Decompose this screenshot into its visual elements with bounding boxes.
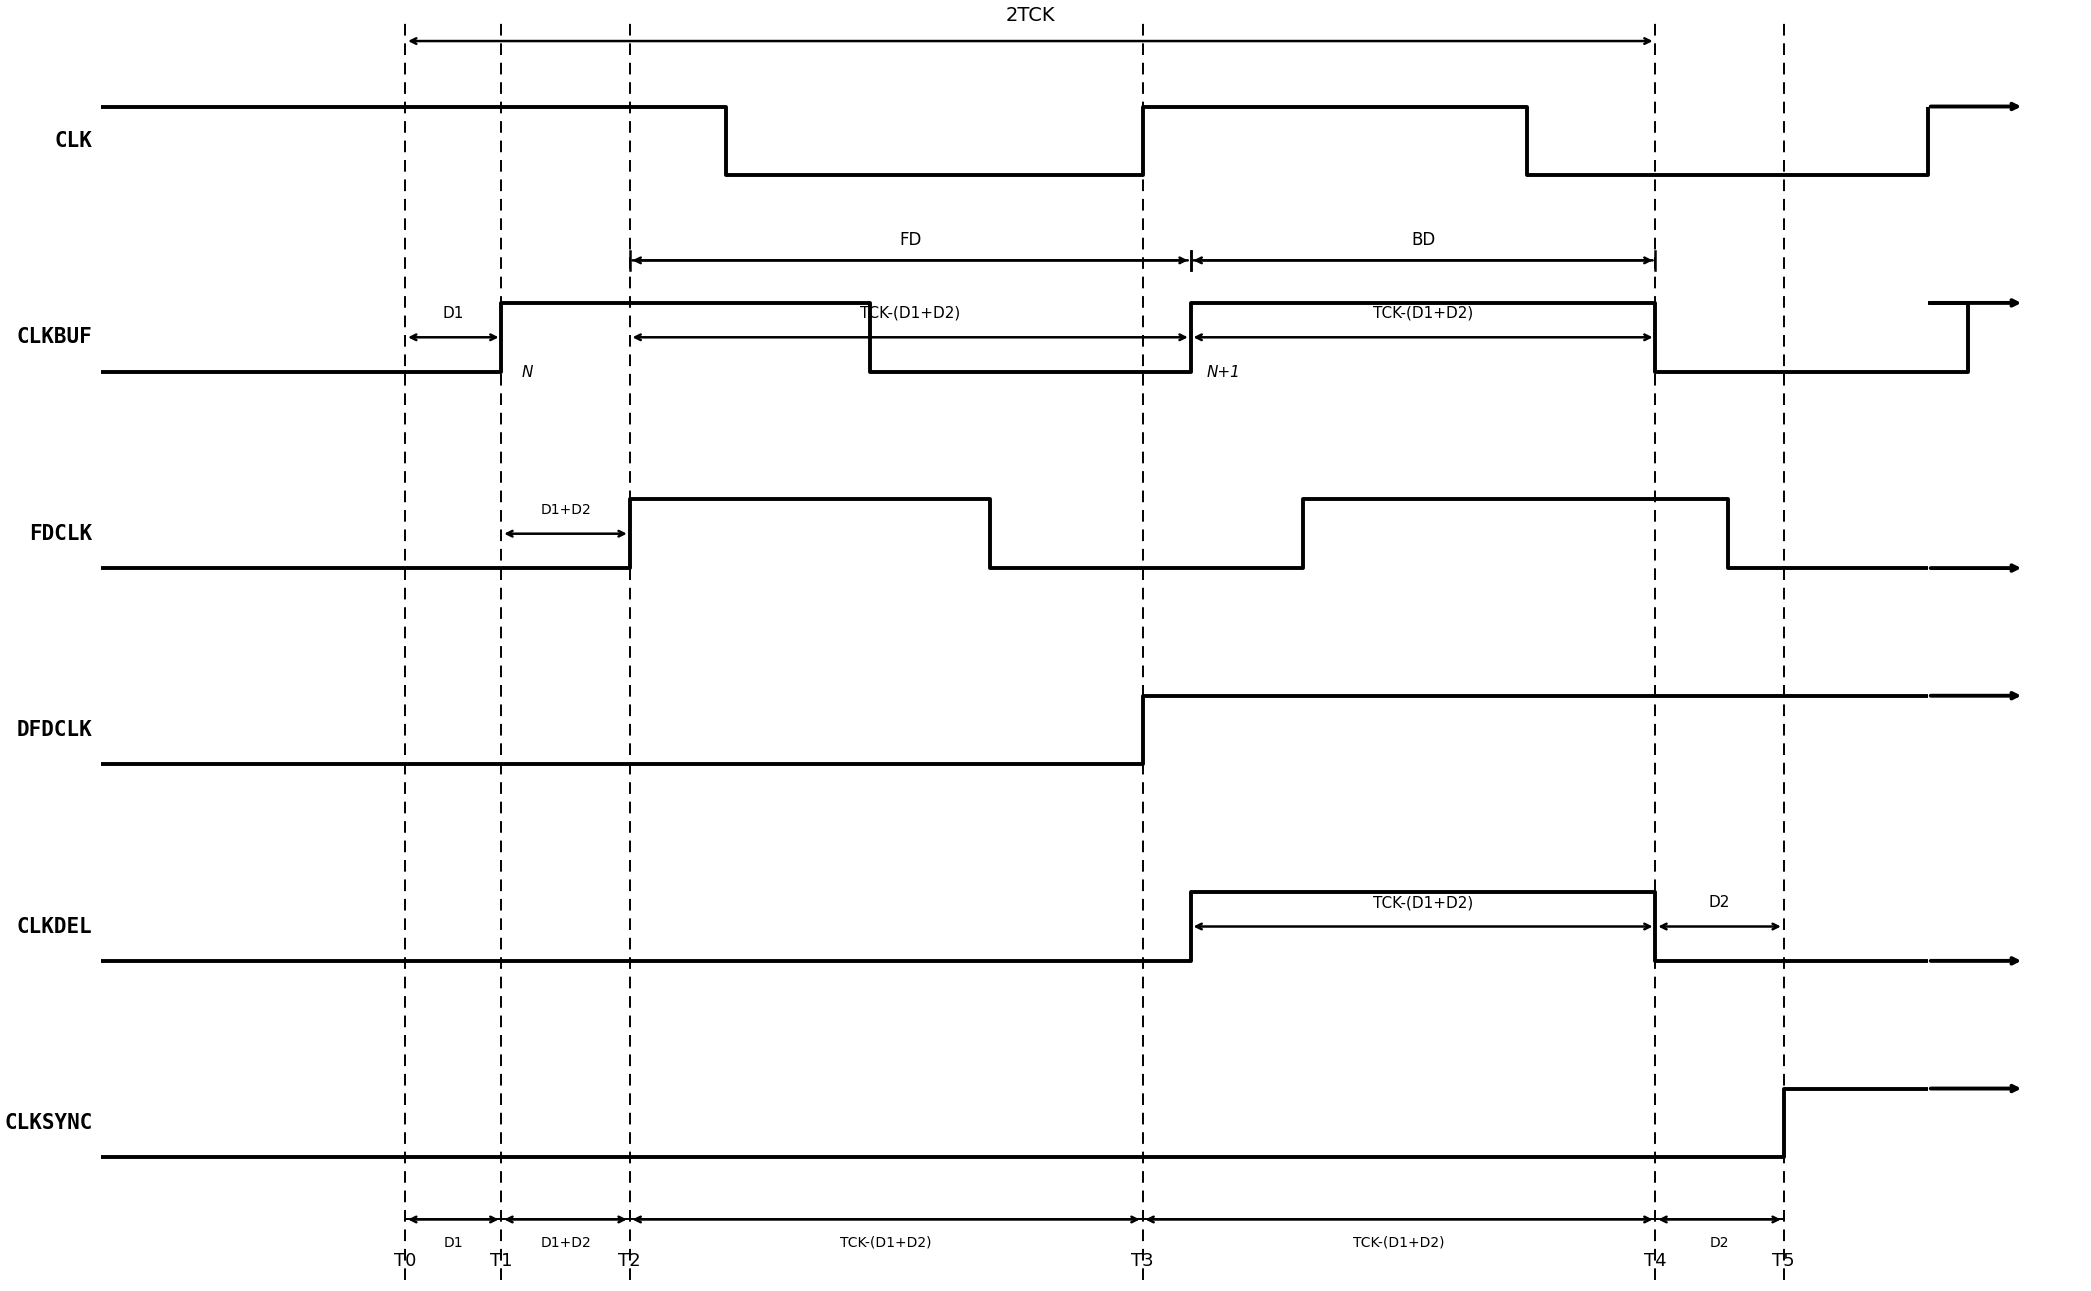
Text: DFDCLK: DFDCLK bbox=[17, 720, 92, 740]
Text: TCK-(D1+D2): TCK-(D1+D2) bbox=[1374, 895, 1474, 910]
Text: TCK-(D1+D2): TCK-(D1+D2) bbox=[841, 1235, 933, 1250]
Text: D1+D2: D1+D2 bbox=[539, 503, 592, 518]
Text: N+1: N+1 bbox=[1207, 365, 1240, 380]
Text: T5: T5 bbox=[1773, 1252, 1794, 1270]
Text: D1+D2: D1+D2 bbox=[539, 1235, 592, 1250]
Text: N: N bbox=[521, 365, 533, 380]
Text: D1: D1 bbox=[443, 306, 464, 321]
Text: T1: T1 bbox=[489, 1252, 512, 1270]
Text: TCK-(D1+D2): TCK-(D1+D2) bbox=[1374, 306, 1474, 321]
Text: D2: D2 bbox=[1710, 1235, 1729, 1250]
Text: CLK: CLK bbox=[54, 130, 92, 151]
Text: CLKDEL: CLKDEL bbox=[17, 917, 92, 936]
Text: 2TCK: 2TCK bbox=[1006, 5, 1056, 25]
Text: TCK-(D1+D2): TCK-(D1+D2) bbox=[859, 306, 960, 321]
Text: CLKSYNC: CLKSYNC bbox=[4, 1113, 92, 1133]
Text: TCK-(D1+D2): TCK-(D1+D2) bbox=[1353, 1235, 1445, 1250]
Text: T0: T0 bbox=[393, 1252, 416, 1270]
Text: FDCLK: FDCLK bbox=[29, 524, 92, 544]
Text: T4: T4 bbox=[1644, 1252, 1667, 1270]
Text: D2: D2 bbox=[1708, 895, 1729, 910]
Text: BD: BD bbox=[1411, 231, 1434, 249]
Text: CLKBUF: CLKBUF bbox=[17, 328, 92, 347]
Text: T3: T3 bbox=[1131, 1252, 1154, 1270]
Text: D1: D1 bbox=[443, 1235, 462, 1250]
Text: FD: FD bbox=[899, 231, 922, 249]
Text: T2: T2 bbox=[619, 1252, 642, 1270]
